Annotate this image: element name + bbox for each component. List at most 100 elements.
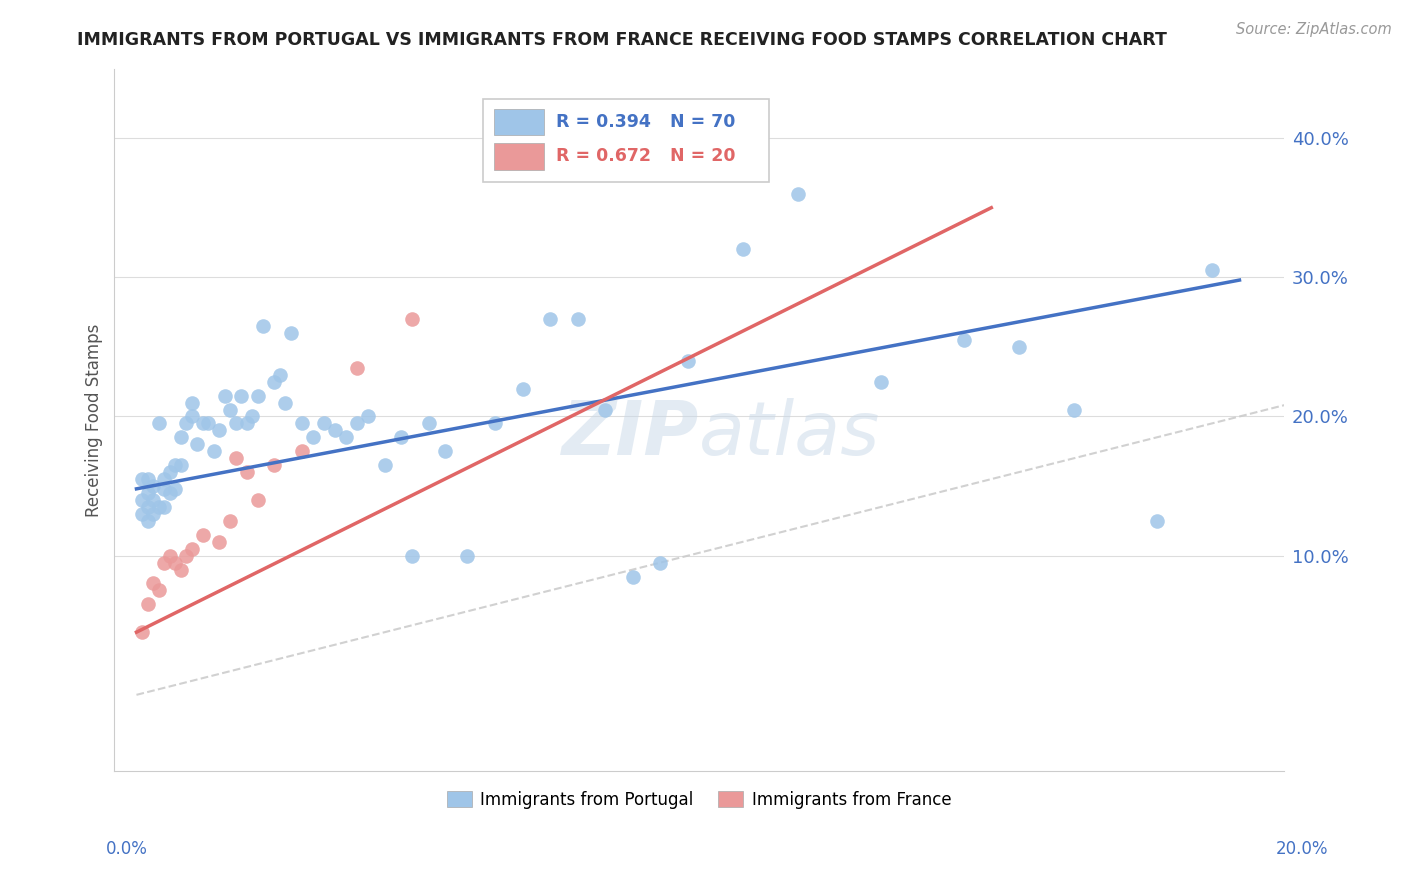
Point: [148, 417, 170, 431]
Point: [389, 430, 412, 444]
Point: [456, 549, 478, 563]
Point: [131, 625, 153, 640]
Point: [180, 541, 202, 556]
Point: [733, 243, 755, 257]
Point: [346, 360, 368, 375]
Point: [650, 556, 672, 570]
Point: [252, 318, 274, 333]
Point: [418, 417, 440, 431]
Point: [219, 514, 242, 528]
Point: [357, 409, 380, 424]
Point: [484, 417, 506, 431]
Point: [131, 472, 153, 486]
Point: [676, 353, 699, 368]
Point: [142, 576, 165, 591]
Point: [1008, 340, 1031, 354]
Point: [136, 486, 159, 500]
Point: [142, 479, 165, 493]
Text: N = 20: N = 20: [669, 147, 735, 165]
Point: [291, 417, 314, 431]
Point: [1146, 514, 1168, 528]
Point: [274, 395, 297, 409]
Point: [240, 409, 263, 424]
Point: [263, 375, 285, 389]
FancyBboxPatch shape: [495, 109, 544, 136]
Point: [136, 500, 159, 514]
Y-axis label: Receiving Food Stamps: Receiving Food Stamps: [86, 323, 103, 516]
Text: N = 70: N = 70: [669, 113, 735, 131]
Point: [165, 556, 187, 570]
Point: [1063, 402, 1085, 417]
Point: [148, 500, 170, 514]
Point: [136, 598, 159, 612]
Text: R = 0.394: R = 0.394: [557, 113, 651, 131]
Text: IMMIGRANTS FROM PORTUGAL VS IMMIGRANTS FROM FRANCE RECEIVING FOOD STAMPS CORRELA: IMMIGRANTS FROM PORTUGAL VS IMMIGRANTS F…: [77, 31, 1167, 49]
Point: [231, 388, 253, 402]
Point: [159, 486, 181, 500]
Point: [312, 417, 335, 431]
Point: [346, 417, 368, 431]
Text: ZIP: ZIP: [562, 398, 699, 470]
Point: [214, 388, 236, 402]
Point: [434, 444, 457, 458]
Point: [246, 493, 269, 508]
Point: [153, 556, 176, 570]
Point: [165, 458, 187, 473]
Point: [225, 417, 247, 431]
Point: [191, 417, 214, 431]
Point: [291, 444, 314, 458]
Point: [567, 312, 589, 326]
Point: [593, 402, 616, 417]
Point: [148, 583, 170, 598]
Point: [401, 312, 423, 326]
Point: [236, 417, 259, 431]
Point: [169, 563, 191, 577]
Point: [323, 423, 346, 437]
Point: [870, 375, 893, 389]
Point: [538, 312, 561, 326]
Text: atlas: atlas: [699, 398, 880, 470]
FancyBboxPatch shape: [495, 143, 544, 169]
Legend: Immigrants from Portugal, Immigrants from France: Immigrants from Portugal, Immigrants fro…: [440, 784, 957, 816]
Point: [208, 534, 231, 549]
Point: [952, 333, 974, 347]
Text: 0.0%: 0.0%: [105, 840, 148, 858]
Point: [1201, 263, 1223, 277]
Point: [208, 423, 231, 437]
Point: [174, 549, 197, 563]
Point: [302, 430, 325, 444]
Text: Source: ZipAtlas.com: Source: ZipAtlas.com: [1236, 22, 1392, 37]
Point: [197, 417, 219, 431]
Point: [153, 500, 176, 514]
Point: [246, 388, 269, 402]
Point: [169, 458, 191, 473]
Point: [202, 444, 225, 458]
Point: [136, 472, 159, 486]
Point: [263, 458, 285, 473]
Point: [621, 569, 644, 583]
Text: R = 0.672: R = 0.672: [557, 147, 651, 165]
Point: [131, 507, 153, 521]
Point: [165, 482, 187, 496]
FancyBboxPatch shape: [482, 99, 769, 182]
Point: [159, 549, 181, 563]
Point: [269, 368, 291, 382]
Text: 20.0%: 20.0%: [1277, 840, 1329, 858]
Point: [180, 409, 202, 424]
Point: [512, 382, 534, 396]
Point: [174, 417, 197, 431]
Point: [401, 549, 423, 563]
Point: [136, 514, 159, 528]
Point: [280, 326, 302, 340]
Point: [236, 465, 259, 479]
Point: [180, 395, 202, 409]
Point: [191, 528, 214, 542]
Point: [169, 430, 191, 444]
Point: [374, 458, 396, 473]
Point: [335, 430, 357, 444]
Point: [142, 493, 165, 508]
Point: [153, 472, 176, 486]
Point: [787, 186, 810, 201]
Point: [142, 507, 165, 521]
Point: [219, 402, 242, 417]
